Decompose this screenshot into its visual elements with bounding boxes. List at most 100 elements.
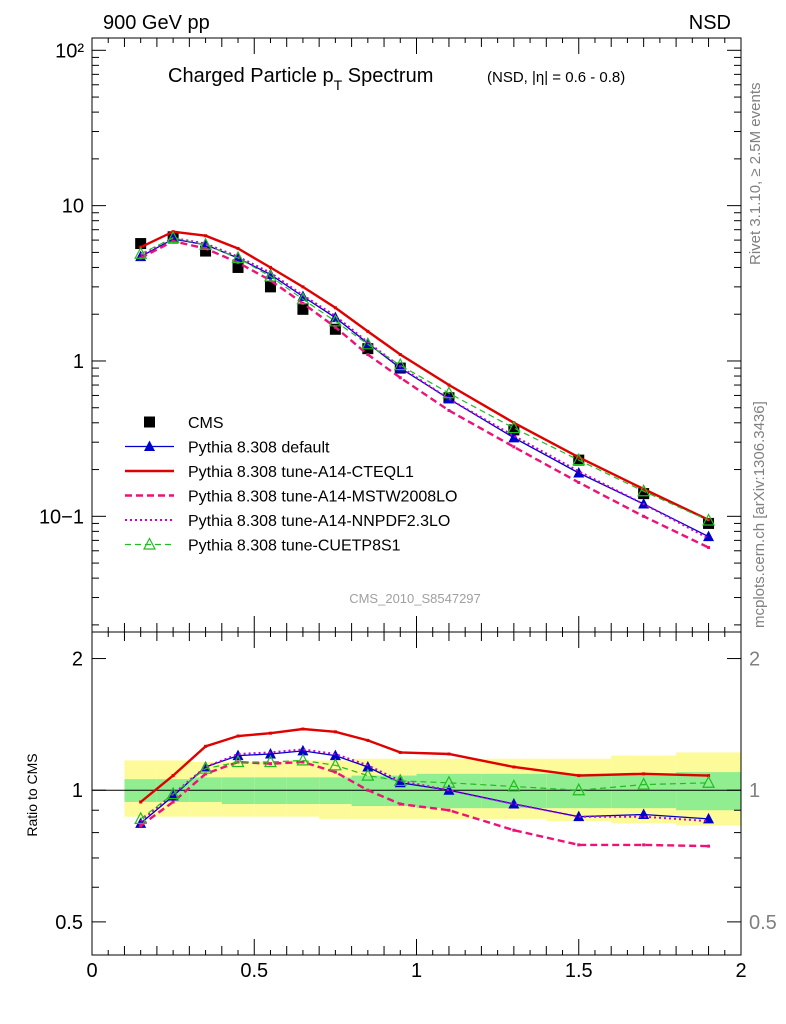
ratio-pythia-8-308-tune-a14-mstw2008lo-point [268, 762, 272, 766]
main-pythia-8-308-tune-cuetp8s1-point [166, 230, 180, 243]
main-cms-point [329, 323, 341, 335]
ratio-y-tick-label: 0.5 [55, 912, 83, 934]
ratio-pythia-8-308-tune-cuetp8s1-point [361, 768, 375, 781]
ratio-pythia-8-308-tune-cuetp8s1-point [263, 754, 277, 768]
ratio-pythia-8-308-default-point [362, 760, 374, 772]
main-pythia-8-308-tune-a14-mstw2008lo-point [171, 239, 175, 243]
ratio-panel: 0.5 0.5 1 1 2 2 0 0.5 1 1.5 2 [55, 631, 777, 982]
main-cms-point [297, 303, 309, 315]
ratio-pythia-8-308-tune-cuetp8s1-point [572, 782, 586, 796]
legend-cms-label: CMS [188, 415, 224, 432]
main-pythia-8-308-tune-cuetp8s1-point [507, 420, 521, 434]
main-pythia-8-308-tune-a14-mstw2008lo-line [140, 239, 710, 549]
main-pythia-8-308-tune-a14-mstw2008lo-point [577, 481, 581, 485]
legend: CMS Pythia 8.308 default Pythia 8.308 tune… [125, 415, 457, 555]
x-tick-label: 2 [735, 960, 746, 982]
main-pythia-8-308-tune-cuetp8s1-point [263, 269, 277, 282]
ratio-pythia-8-308-tune-cuetp8s1-point [199, 761, 213, 774]
main-pythia-8-308-tune-cuetp8s1-point [361, 337, 375, 350]
main-pythia-8-308-tune-a14-cteql1-line [140, 230, 710, 521]
ratio-pythia-8-308-tune-a14-mstw2008lo-point [301, 760, 305, 764]
legend-cms-marker [144, 416, 155, 428]
main-pythia-8-308-tune-cuetp8s1-point [442, 385, 456, 399]
ratio-pythia-8-308-tune-a14-cteql1-point [236, 734, 240, 738]
x-tick-label: 0.5 [240, 960, 268, 982]
main-cms-point [508, 424, 520, 436]
main-pythia-8-308-tune-a14-cteql1-point [333, 306, 337, 310]
main-pythia-8-308-default-point [200, 238, 212, 250]
chart-title-suffix: (NSD, |η| = 0.6 - 0.8) [487, 69, 625, 86]
ratio-pythia-8-308-tune-cuetp8s1-point [702, 775, 716, 788]
legend-pythia-8-308-tune-cuetp8s1-label: Pythia 8.308 tune-CUETP8S1 [188, 538, 401, 555]
ratio-pythia-8-308-tune-a14-mstw2008lo-point [333, 770, 337, 774]
ratio-pythia-8-308-default-point [508, 797, 520, 809]
legend-pythia-8-308-default-marker [144, 440, 155, 451]
main-pythia-8-308-default-point [703, 530, 715, 542]
main-pythia-8-308-tune-a14-mstw2008lo-point [398, 376, 402, 380]
ratio-pythia-8-308-tune-a14-mstw2008lo-point [707, 844, 711, 848]
chart-title-main: Charged Particle p [168, 65, 334, 87]
legend-pythia-8-308-tune-a14-mstw2008lo-label: Pythia 8.308 tune-A14-MSTW2008LO [188, 489, 457, 506]
ratio-pythia-8-308-tune-cuetp8s1-point [507, 779, 521, 792]
ratio-pythia-8-308-tune-cuetp8s1-point [637, 777, 651, 790]
ratio-pythia-8-308-tune-a14-cteql1-point [366, 738, 370, 742]
ratio-pythia-8-308-tune-cuetp8s1-point [134, 811, 148, 824]
chart-title: Charged Particle pT Spectrum [168, 65, 433, 93]
main-pythia-8-308-default-point [232, 252, 244, 263]
ratio-y-tick-label-right: 2 [749, 649, 760, 671]
ratio-pythia-8-308-tune-a14-mstw2008lo-point [204, 772, 208, 776]
ratio-pythia-8-308-default-point [329, 749, 341, 761]
main-pythia-8-308-tune-a14-mstw2008lo-point [642, 514, 646, 518]
main-pythia-8-308-tune-cuetp8s1-point [328, 314, 342, 327]
ratio-pythia-8-308-tune-a14-cteql1-point [301, 727, 305, 731]
main-y-tick-label: 1 [73, 351, 84, 373]
ratio-y-tick-label-right: 0.5 [749, 912, 777, 934]
ratio-pythia-8-308-tune-a14-cteql1-point [577, 774, 581, 778]
main-pythia-8-308-tune-cuetp8s1-point [199, 237, 213, 250]
main-pythia-8-308-tune-a14-mstw2008lo-point [447, 408, 451, 412]
main-pythia-8-308-tune-a14-cteql1-point [398, 353, 402, 357]
ratio-pythia-8-308-tune-a14-cteql1-point [512, 765, 516, 769]
main-cms-point [638, 488, 650, 500]
ratio-pythia-8-308-tune-a14-cteql1-point [333, 730, 337, 734]
main-y-tick-label: 10−1 [39, 506, 84, 528]
main-pythia-8-308-tune-a14-cteql1-point [447, 383, 451, 387]
main-pythia-8-308-tune-a14-mstw2008lo-point [707, 545, 711, 549]
rivet-version-label: Rivet 3.1.10, ≥ 2.5M events [747, 83, 764, 266]
ratio-pythia-8-308-tune-a14-mstw2008lo-point [642, 843, 646, 847]
main-pythia-8-308-tune-a14-cteql1-point [268, 265, 272, 269]
header-left-label: 900 GeV pp [103, 12, 210, 34]
ratio-y-tick-label: 1 [72, 780, 83, 802]
ratio-pythia-8-308-default-point [573, 810, 585, 822]
ratio-pythia-8-308-default-point [135, 817, 147, 828]
main-pythia-8-308-tune-cuetp8s1-point [637, 483, 651, 497]
ratio-pythia-8-308-tune-cuetp8s1-point [442, 775, 456, 788]
x-tick-label: 0 [86, 960, 97, 982]
main-cms-point [703, 517, 715, 529]
main-pythia-8-308-tune-cuetp8s1-line [140, 237, 709, 522]
ratio-pythia-8-308-tune-a14-mstw2008lo-point [447, 808, 451, 812]
main-cms-point [264, 281, 276, 293]
chart-title-subscript: T [334, 77, 343, 93]
uncertainty-band-inner [546, 773, 612, 809]
ratio-pythia-8-308-default-point [297, 744, 309, 756]
main-pythia-8-308-tune-a14-cteql1-point [577, 455, 581, 459]
main-pythia-8-308-default-point [573, 467, 585, 478]
main-y-tick-label: 10 [62, 196, 84, 218]
ratio-pythia-8-308-tune-cuetp8s1-point [166, 786, 180, 800]
source-label: mcplots.cern.ch [arXiv:1306.3436] [751, 401, 768, 628]
ratio-pythia-8-308-tune-cuetp8s1-point [296, 753, 310, 766]
ratio-pythia-8-308-tune-a14-mstw2008lo-point [577, 843, 581, 847]
x-tick-label: 1.5 [565, 960, 593, 982]
main-pythia-8-308-tune-a14-cteql1-point [707, 518, 711, 522]
main-cms-point [135, 238, 147, 250]
main-pythia-8-308-tune-a14-cteql1-point [204, 234, 208, 238]
ratio-pythia-8-308-tune-cuetp8s1-point [393, 773, 407, 787]
ratio-pythia-8-308-tune-a14-cteql1-point [447, 752, 451, 756]
main-cms-point [200, 245, 212, 257]
analysis-watermark: CMS_2010_S8547297 [349, 591, 481, 606]
ratio-pythia-8-308-tune-a14-mstw2008lo-point [398, 802, 402, 806]
main-y-tick-label: 10² [55, 40, 84, 62]
ratio-pythia-8-308-tune-a14-mstw2008lo-point [139, 824, 143, 828]
ratio-pythia-8-308-tune-a14-cteql1-point [398, 750, 402, 754]
